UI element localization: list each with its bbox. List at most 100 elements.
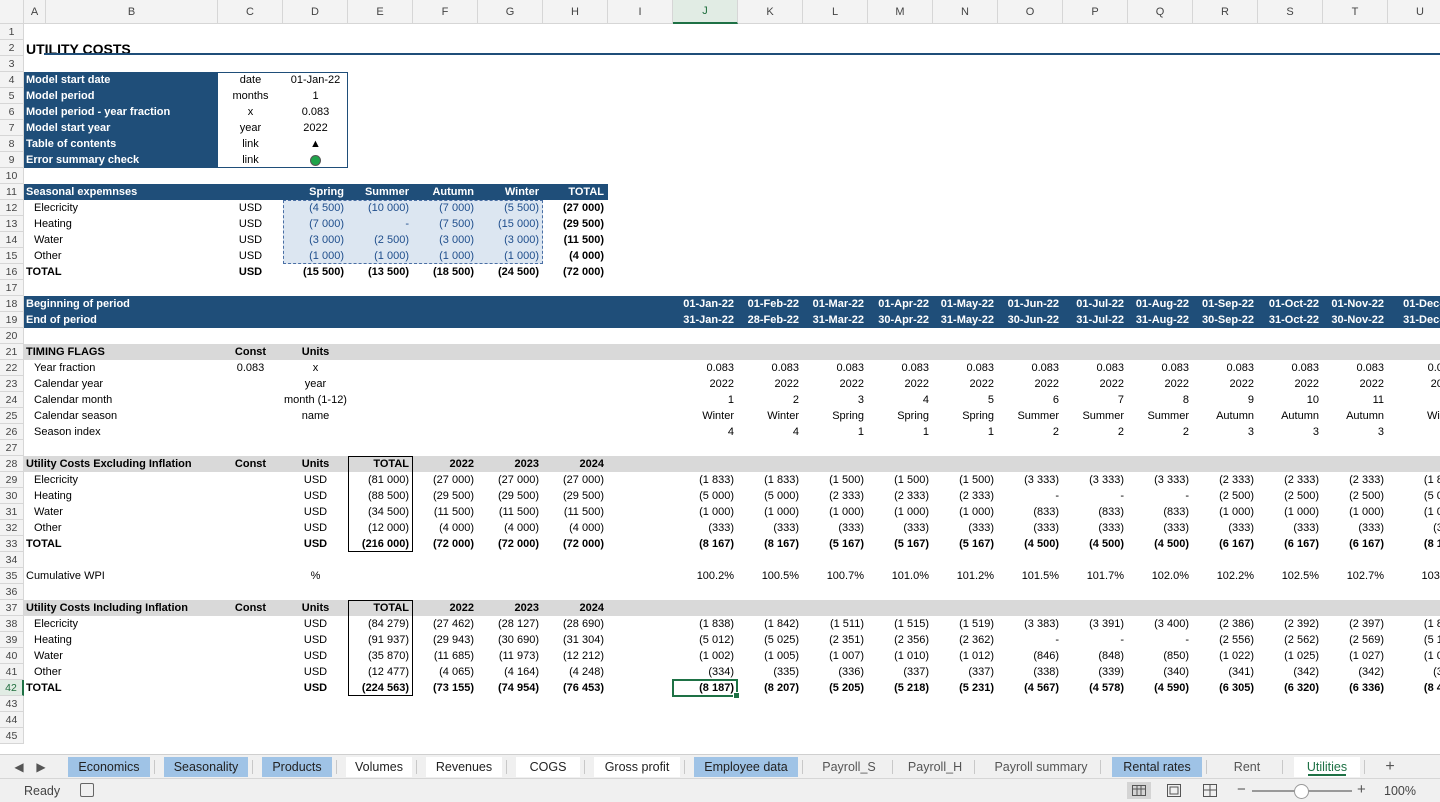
incl-period-value[interactable]: (342) <box>1293 666 1319 678</box>
incl-total-period-value[interactable]: (8 41 <box>1423 682 1440 694</box>
period-end-date[interactable]: 31-Mar-22 <box>812 314 864 326</box>
timing-value[interactable]: Summer <box>1017 410 1059 422</box>
incl-total-period-value[interactable]: (6 336) <box>1349 682 1384 694</box>
excl-row-label[interactable]: Water <box>34 506 63 518</box>
timing-value[interactable]: Wint <box>1427 410 1440 422</box>
excl-total-period-value[interactable]: (6 167) <box>1284 538 1319 550</box>
timing-const[interactable] <box>218 376 283 392</box>
timing-value[interactable]: 6 <box>1052 394 1059 406</box>
incl-period-value[interactable]: (850) <box>1163 650 1189 662</box>
incl-period-value[interactable]: (1 03 <box>1423 650 1440 662</box>
timing-value[interactable]: 0.083 <box>771 362 799 374</box>
timing-value[interactable]: 8 <box>1182 394 1189 406</box>
timing-value[interactable]: 0.083 <box>1161 362 1189 374</box>
excl-period-value[interactable]: (2 333) <box>829 490 864 502</box>
setup-label[interactable]: Table of contents <box>26 138 117 150</box>
seasonal-col-header[interactable]: Spring <box>309 186 344 198</box>
sheet-tab-payroll-h[interactable]: Payroll_H <box>907 760 963 774</box>
period-begin-date[interactable]: 01-Jan-22 <box>683 298 734 310</box>
excl-period-value[interactable]: (3 333) <box>1154 474 1189 486</box>
timing-value[interactable]: Autumn <box>1346 410 1384 422</box>
excl-period-value[interactable]: (1 000) <box>959 506 994 518</box>
seasonal-total-value[interactable]: (24 500) <box>498 266 539 278</box>
excl-period-value[interactable]: (333) <box>903 522 929 534</box>
timing-units[interactable]: x <box>312 362 319 374</box>
sheet-tab-revenues[interactable]: Revenues <box>426 757 502 777</box>
timing-value[interactable]: 2 <box>1182 426 1189 438</box>
incl-total-period-value[interactable]: (8 207) <box>764 682 799 694</box>
timing-value[interactable]: 4 <box>727 426 734 438</box>
row-header[interactable]: 23 <box>0 376 24 392</box>
incl-year-value[interactable]: (4 164) <box>504 666 539 678</box>
excl-period-value[interactable]: (1 83 <box>1423 474 1440 486</box>
timing-value[interactable]: 0.083 <box>1226 362 1254 374</box>
row-header[interactable]: 5 <box>0 88 24 104</box>
timing-units[interactable]: month (1-12) <box>284 394 347 406</box>
incl-period-value[interactable]: (846) <box>1033 650 1059 662</box>
incl-total-period-value[interactable]: (5 218) <box>894 682 929 694</box>
incl-year-value[interactable]: (12 212) <box>563 650 604 662</box>
next-sheet-icon[interactable]: ▶ <box>36 760 46 774</box>
wpi-value[interactable]: 101.2% <box>956 570 994 582</box>
excl-total-year-value[interactable]: (72 000) <box>498 538 539 550</box>
setup-unit[interactable]: x <box>247 106 254 118</box>
excl-total-period-value[interactable]: (6 167) <box>1349 538 1384 550</box>
excl-year-value[interactable]: (11 500) <box>563 506 604 518</box>
incl-period-value[interactable]: - <box>1055 634 1059 646</box>
excl-units[interactable]: USD <box>303 474 328 486</box>
incl-total-label[interactable]: TOTAL <box>26 682 62 694</box>
row-header[interactable]: 19 <box>0 312 24 328</box>
timing-const[interactable] <box>218 424 283 440</box>
timing-value[interactable]: 0.083 <box>1096 362 1124 374</box>
period-end-date[interactable]: 30-Jun-22 <box>1007 314 1059 326</box>
wpi-value[interactable]: 102.0% <box>1151 570 1189 582</box>
incl-year-value[interactable]: (27 462) <box>433 618 474 630</box>
seasonal-value[interactable]: (4 500) <box>309 202 344 214</box>
excl-period-value[interactable]: (1 000) <box>764 506 799 518</box>
period-begin-date[interactable]: 01-Apr-22 <box>878 298 929 310</box>
incl-total-period-value[interactable]: (6 305) <box>1219 682 1254 694</box>
incl-year-header[interactable]: 2024 <box>579 602 604 614</box>
row-header[interactable]: 26 <box>0 424 24 440</box>
excl-period-value[interactable]: (333) <box>708 522 734 534</box>
incl-period-value[interactable]: (2 562) <box>1284 634 1319 646</box>
period-end-date[interactable]: 31-Oct-22 <box>1268 314 1319 326</box>
incl-period-value[interactable]: (1 025) <box>1284 650 1319 662</box>
excl-period-value[interactable]: - <box>1055 490 1059 502</box>
excl-period-value[interactable]: (1 833) <box>699 474 734 486</box>
timing-value[interactable]: 0.083 <box>1031 362 1059 374</box>
excl-row-label[interactable]: Other <box>34 522 62 534</box>
row-header[interactable]: 31 <box>0 504 24 520</box>
excl-year-header[interactable]: 2023 <box>514 458 539 470</box>
column-header-m[interactable]: M <box>868 0 933 24</box>
timing-value[interactable]: 2022 <box>1099 378 1124 390</box>
row-header[interactable]: 13 <box>0 216 24 232</box>
excl-period-value[interactable]: (2 333) <box>1284 474 1319 486</box>
excl-row-total[interactable]: (88 500) <box>368 490 409 502</box>
excl-header-label[interactable]: Utility Costs Excluding Inflation <box>26 458 192 470</box>
timing-value[interactable]: 1 <box>727 394 734 406</box>
timing-value[interactable]: 3 <box>1247 426 1254 438</box>
column-header-u[interactable]: U <box>1388 0 1440 24</box>
excl-const-header[interactable]: Const <box>234 458 267 470</box>
setup-unit[interactable]: year <box>239 122 262 134</box>
row-header[interactable]: 27 <box>0 440 24 456</box>
timing-value[interactable]: Winter <box>767 410 799 422</box>
column-header-n[interactable]: N <box>933 0 998 24</box>
excl-period-value[interactable]: (333) <box>838 522 864 534</box>
timing-units[interactable] <box>283 424 348 440</box>
timing-value[interactable]: 10 <box>1306 394 1319 406</box>
wpi-value[interactable]: 100.2% <box>696 570 734 582</box>
excl-total-period-value[interactable]: (8 16 <box>1423 538 1440 550</box>
incl-year-header[interactable]: 2023 <box>514 602 539 614</box>
excl-period-value[interactable]: (333) <box>1098 522 1124 534</box>
excl-period-value[interactable]: (1 500) <box>894 474 929 486</box>
seasonal-value[interactable]: (1 000) <box>504 250 539 262</box>
timing-value[interactable]: Autumn <box>1216 410 1254 422</box>
excl-period-value[interactable]: (1 00 <box>1423 506 1440 518</box>
seasonal-row-label[interactable]: Water <box>34 234 63 246</box>
excl-year-value[interactable]: (4 000) <box>504 522 539 534</box>
column-header-i[interactable]: I <box>608 0 673 24</box>
wpi-value[interactable]: 101.7% <box>1086 570 1124 582</box>
timing-units[interactable]: name <box>301 410 330 422</box>
